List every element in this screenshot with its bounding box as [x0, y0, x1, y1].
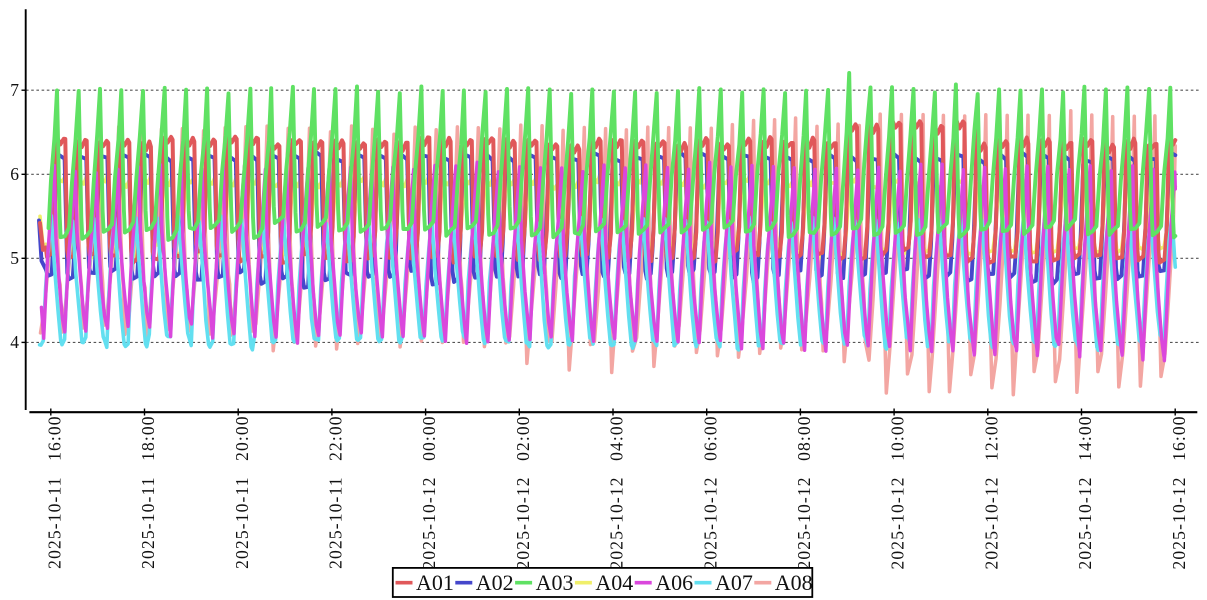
svg-text:2025-10-11 18:00: 2025-10-11 18:00	[138, 415, 158, 569]
svg-text:2025-10-11 20:00: 2025-10-11 20:00	[232, 415, 252, 569]
svg-text:2025-10-12 14:00: 2025-10-12 14:00	[1075, 415, 1095, 569]
svg-text:A08: A08	[775, 570, 813, 595]
svg-text:2025-10-11 16:00: 2025-10-11 16:00	[44, 415, 64, 569]
svg-text:A04: A04	[595, 570, 633, 595]
svg-text:A06: A06	[655, 570, 693, 595]
svg-text:2025-10-12 10:00: 2025-10-12 10:00	[888, 415, 908, 569]
svg-text:7: 7	[10, 80, 19, 100]
svg-text:2025-10-12 02:00: 2025-10-12 02:00	[513, 415, 533, 569]
svg-text:A01: A01	[416, 570, 454, 595]
svg-text:2025-10-12 06:00: 2025-10-12 06:00	[700, 415, 720, 569]
svg-text:2025-10-12 12:00: 2025-10-12 12:00	[981, 415, 1001, 569]
svg-text:2025-10-12 00:00: 2025-10-12 00:00	[419, 415, 439, 569]
svg-text:2025-10-11 22:00: 2025-10-11 22:00	[326, 415, 346, 569]
svg-text:A02: A02	[476, 570, 514, 595]
svg-text:5: 5	[10, 248, 19, 268]
svg-text:A03: A03	[536, 570, 574, 595]
svg-text:2025-10-12 08:00: 2025-10-12 08:00	[794, 415, 814, 569]
svg-text:A07: A07	[715, 570, 753, 595]
svg-text:2025-10-12 04:00: 2025-10-12 04:00	[607, 415, 627, 569]
svg-text:4: 4	[10, 332, 19, 352]
svg-text:6: 6	[10, 164, 19, 184]
svg-text:2025-10-12 16:00: 2025-10-12 16:00	[1169, 415, 1189, 569]
